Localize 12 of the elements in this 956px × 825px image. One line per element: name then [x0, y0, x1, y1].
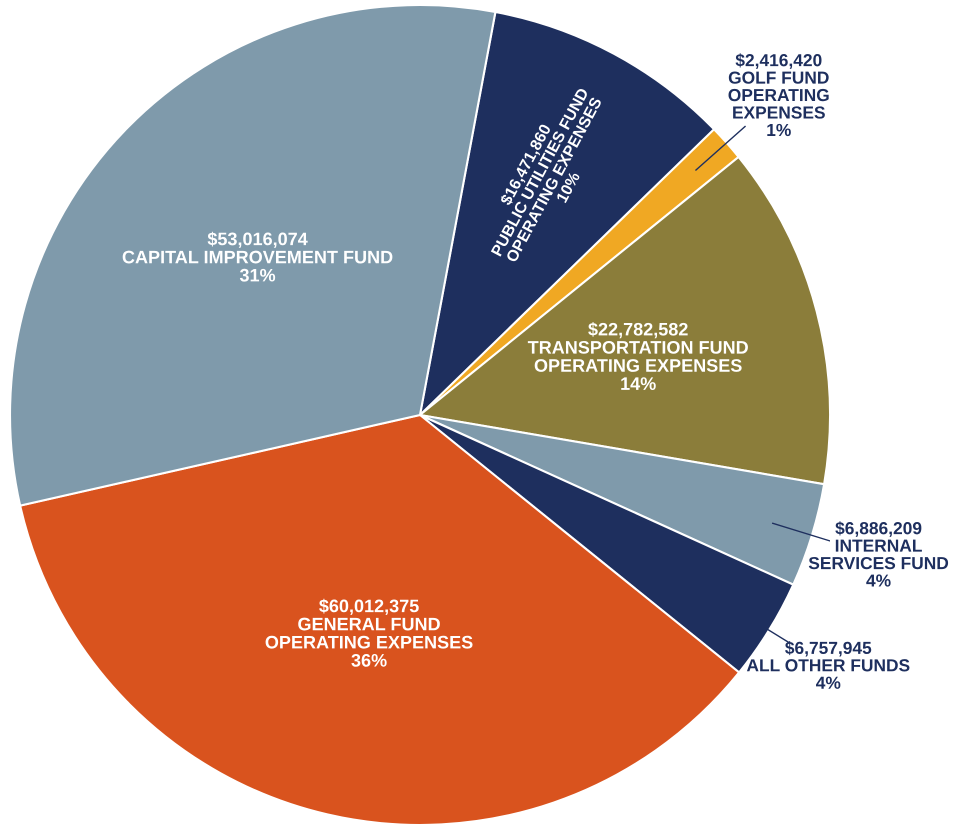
data-label: $2,416,420 [736, 53, 822, 69]
data-label: $6,757,945 [785, 640, 872, 657]
slice-label: INTERNAL SERVICES FUND 4% [808, 540, 948, 587]
slice-label: TRANSPORTATION FUND OPERATING EXPENSES 14% [528, 340, 748, 390]
data-label: $6,886,209 [835, 521, 922, 537]
slice-label: ALL OTHER FUNDS 4% [746, 659, 910, 689]
slice-label: GOLF FUND OPERATING EXPENSES 1% [728, 71, 829, 136]
data-label: $60,012,375 [319, 598, 419, 615]
data-label: $22,782,582 [588, 322, 688, 338]
data-label: $53,016,074 [208, 232, 308, 248]
slice-label: CAPITAL IMPROVEMENT FUND 31% [122, 250, 392, 282]
slice-label: GENERAL FUND OPERATING EXPENSES 36% [266, 618, 473, 667]
